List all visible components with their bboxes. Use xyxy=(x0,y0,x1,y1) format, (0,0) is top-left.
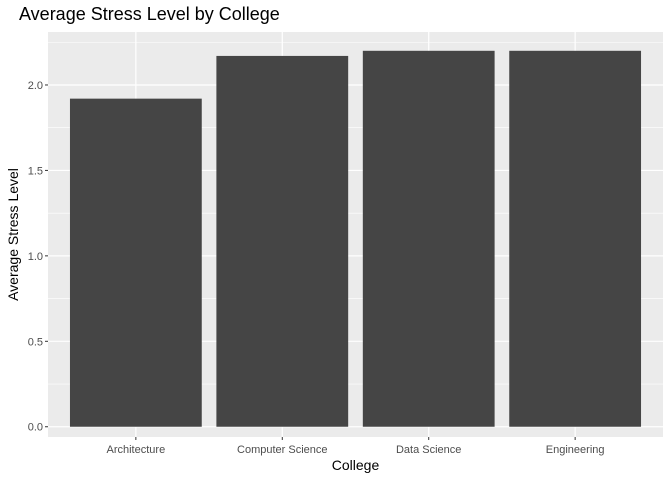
bar-architecture xyxy=(69,98,202,427)
bar-data-science xyxy=(362,50,495,427)
x-tick-label: Data Science xyxy=(396,444,461,456)
chart-title: Average Stress Level by College xyxy=(19,4,280,24)
y-tick-label: 0.0 xyxy=(28,422,43,434)
y-tick-label: 0.5 xyxy=(28,336,43,348)
y-axis-title: Average Stress Level xyxy=(5,168,21,301)
x-tick-label: Engineering xyxy=(546,444,605,456)
x-tick-label: Computer Science xyxy=(237,444,328,456)
x-axis: Architecture Computer Science Data Science… xyxy=(107,437,605,456)
y-tick-label: 1.5 xyxy=(28,165,43,177)
x-axis-title: College xyxy=(332,457,380,473)
x-tick-label: Architecture xyxy=(107,444,166,456)
y-tick-label: 2.0 xyxy=(28,80,43,92)
bars xyxy=(69,50,642,427)
y-axis: 0.0 0.5 1.0 1.5 2.0 xyxy=(28,80,48,434)
bar-engineering xyxy=(509,50,642,427)
bar-computer-science xyxy=(216,55,349,427)
y-tick-label: 1.0 xyxy=(28,251,43,263)
